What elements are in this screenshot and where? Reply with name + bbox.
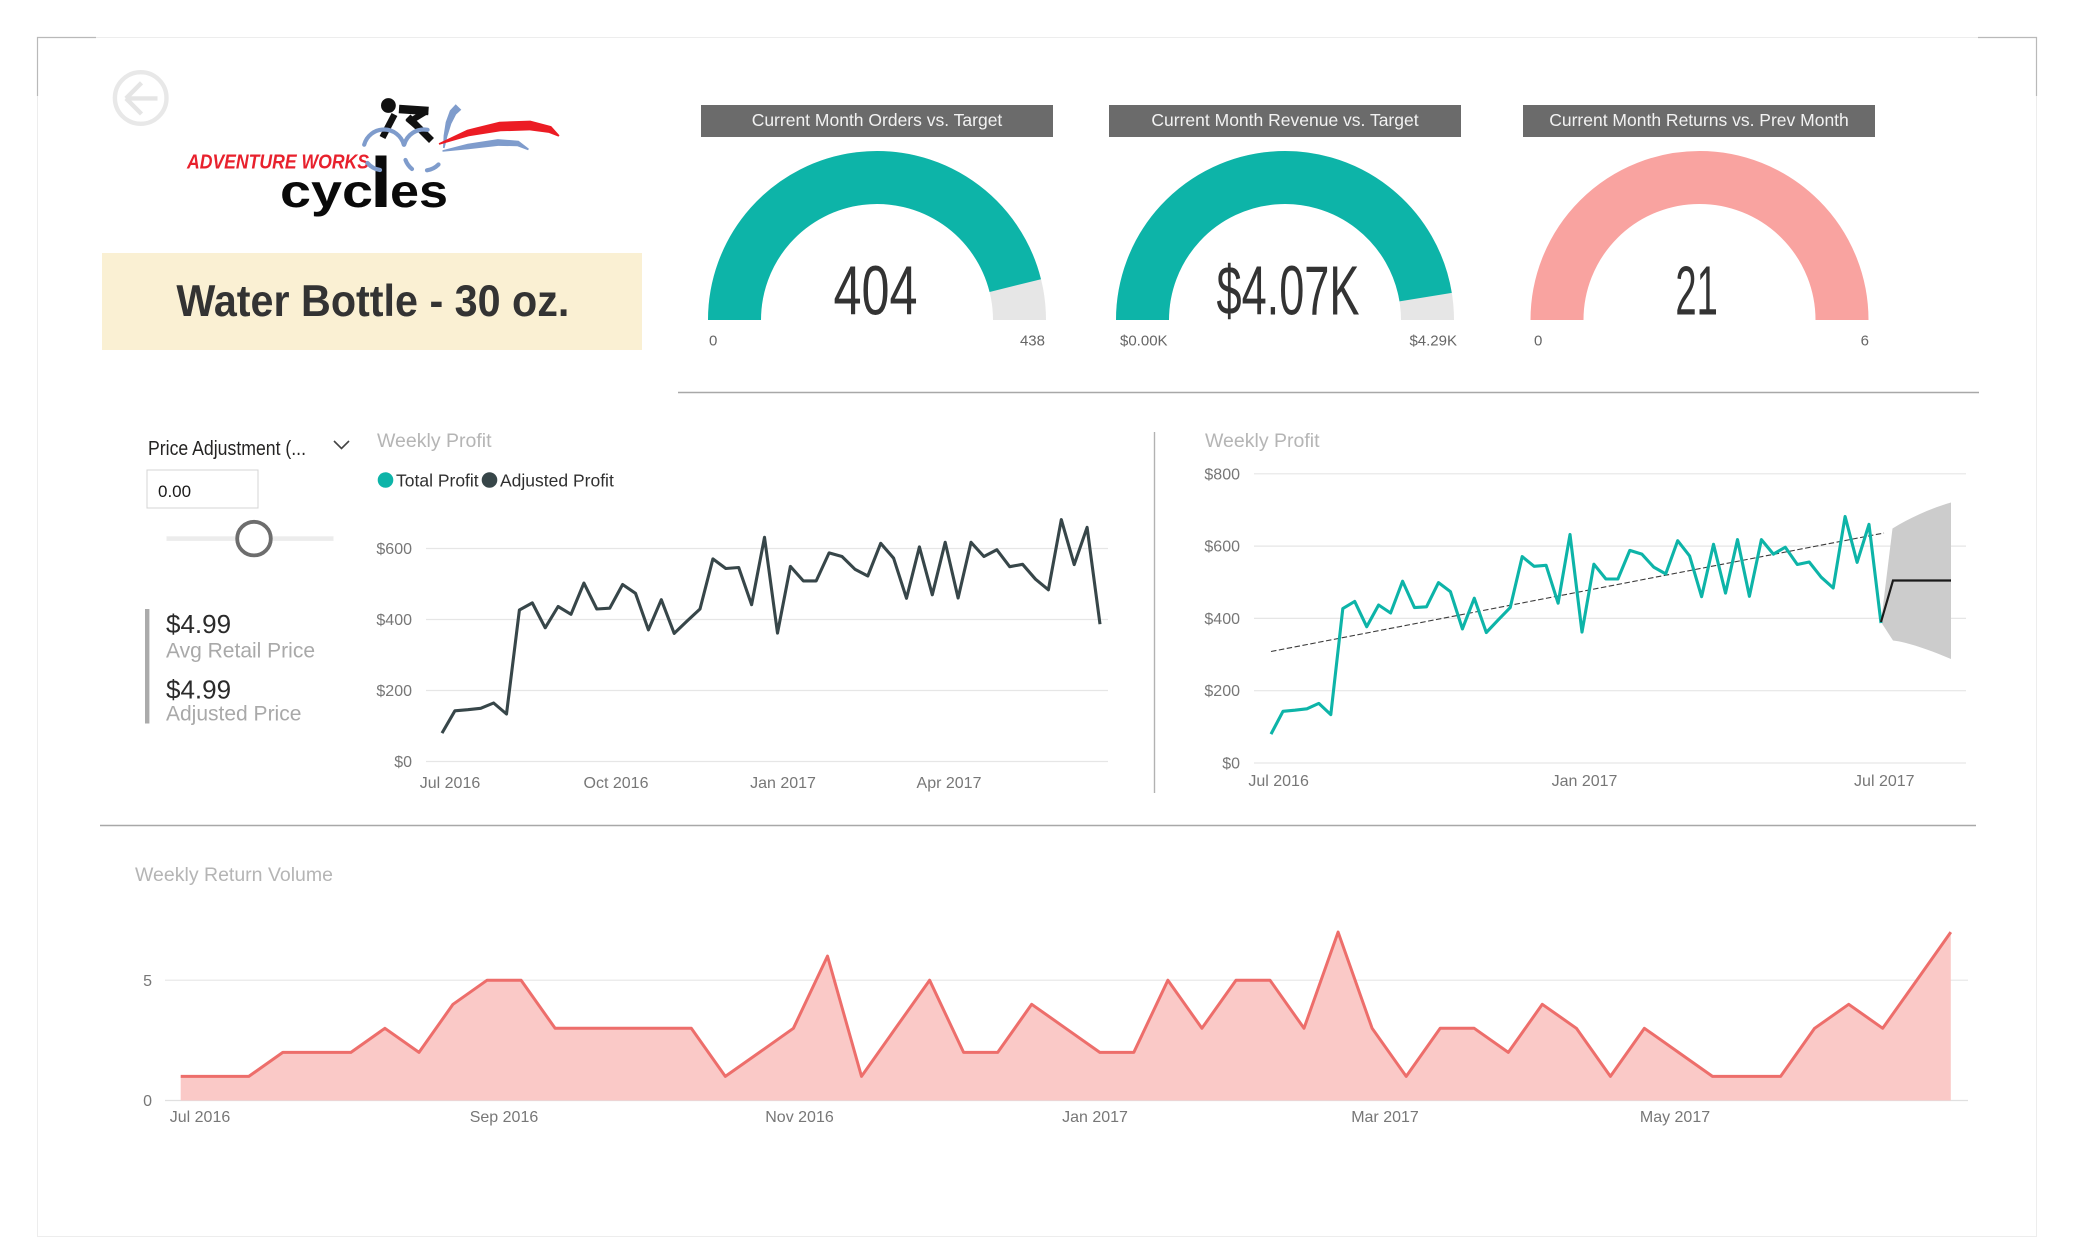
svg-text:21: 21 xyxy=(1675,252,1718,330)
svg-text:Avg Retail Price: Avg Retail Price xyxy=(166,640,315,663)
svg-text:$4.99: $4.99 xyxy=(166,675,231,705)
svg-text:Adjusted Price: Adjusted Price xyxy=(166,703,301,726)
svg-text:Jul 2016: Jul 2016 xyxy=(170,1109,231,1126)
svg-text:es: es xyxy=(390,165,448,217)
svg-text:$400: $400 xyxy=(376,612,412,629)
svg-text:$0: $0 xyxy=(1222,756,1240,773)
svg-text:6: 6 xyxy=(1861,333,1869,350)
svg-text:Price Adjustment (...: Price Adjustment (... xyxy=(148,438,306,460)
svg-text:$0.00K: $0.00K xyxy=(1120,333,1168,350)
svg-text:May 2017: May 2017 xyxy=(1640,1109,1710,1126)
svg-text:$600: $600 xyxy=(376,541,412,558)
svg-text:$0: $0 xyxy=(394,754,412,771)
svg-text:$200: $200 xyxy=(376,683,412,700)
svg-text:0: 0 xyxy=(709,333,717,350)
svg-text:Jul 2016: Jul 2016 xyxy=(420,775,481,792)
svg-text:$400: $400 xyxy=(1204,611,1240,628)
svg-text:Mar 2017: Mar 2017 xyxy=(1351,1109,1419,1126)
svg-text:ADVENTURE WORKS: ADVENTURE WORKS xyxy=(186,152,369,174)
svg-text:Jan 2017: Jan 2017 xyxy=(750,775,816,792)
svg-text:0: 0 xyxy=(143,1093,152,1110)
svg-text:$200: $200 xyxy=(1204,683,1240,700)
svg-text:$600: $600 xyxy=(1204,539,1240,556)
svg-text:Jul 2017: Jul 2017 xyxy=(1854,773,1915,790)
svg-text:404: 404 xyxy=(834,252,918,330)
svg-text:Weekly Return Volume: Weekly Return Volume xyxy=(135,864,333,886)
svg-text:Weekly Profit: Weekly Profit xyxy=(377,430,492,452)
svg-text:$4.07K: $4.07K xyxy=(1217,252,1360,330)
svg-text:$800: $800 xyxy=(1204,466,1240,483)
svg-text:Apr 2017: Apr 2017 xyxy=(917,775,982,792)
svg-text:Sep 2016: Sep 2016 xyxy=(470,1109,539,1126)
svg-text:Adjusted Profit: Adjusted Profit xyxy=(500,471,614,491)
svg-text:Jan 2017: Jan 2017 xyxy=(1062,1109,1128,1126)
svg-text:$4.99: $4.99 xyxy=(166,609,231,639)
svg-text:Nov 2016: Nov 2016 xyxy=(765,1109,834,1126)
svg-text:Jan 2017: Jan 2017 xyxy=(1552,773,1618,790)
svg-text:Jul 2016: Jul 2016 xyxy=(1248,773,1309,790)
svg-text:5: 5 xyxy=(143,973,152,990)
svg-text:$4.29K: $4.29K xyxy=(1409,333,1457,350)
svg-text:0: 0 xyxy=(1534,333,1542,350)
svg-text:Oct 2016: Oct 2016 xyxy=(584,775,649,792)
svg-text:438: 438 xyxy=(1020,333,1045,350)
svg-text:cyc: cyc xyxy=(280,165,373,217)
svg-text:0.00: 0.00 xyxy=(158,482,191,501)
svg-text:Water Bottle - 30 oz.: Water Bottle - 30 oz. xyxy=(176,277,569,326)
svg-text:Total Profit: Total Profit xyxy=(396,471,479,491)
svg-text:Weekly Profit: Weekly Profit xyxy=(1205,430,1320,452)
